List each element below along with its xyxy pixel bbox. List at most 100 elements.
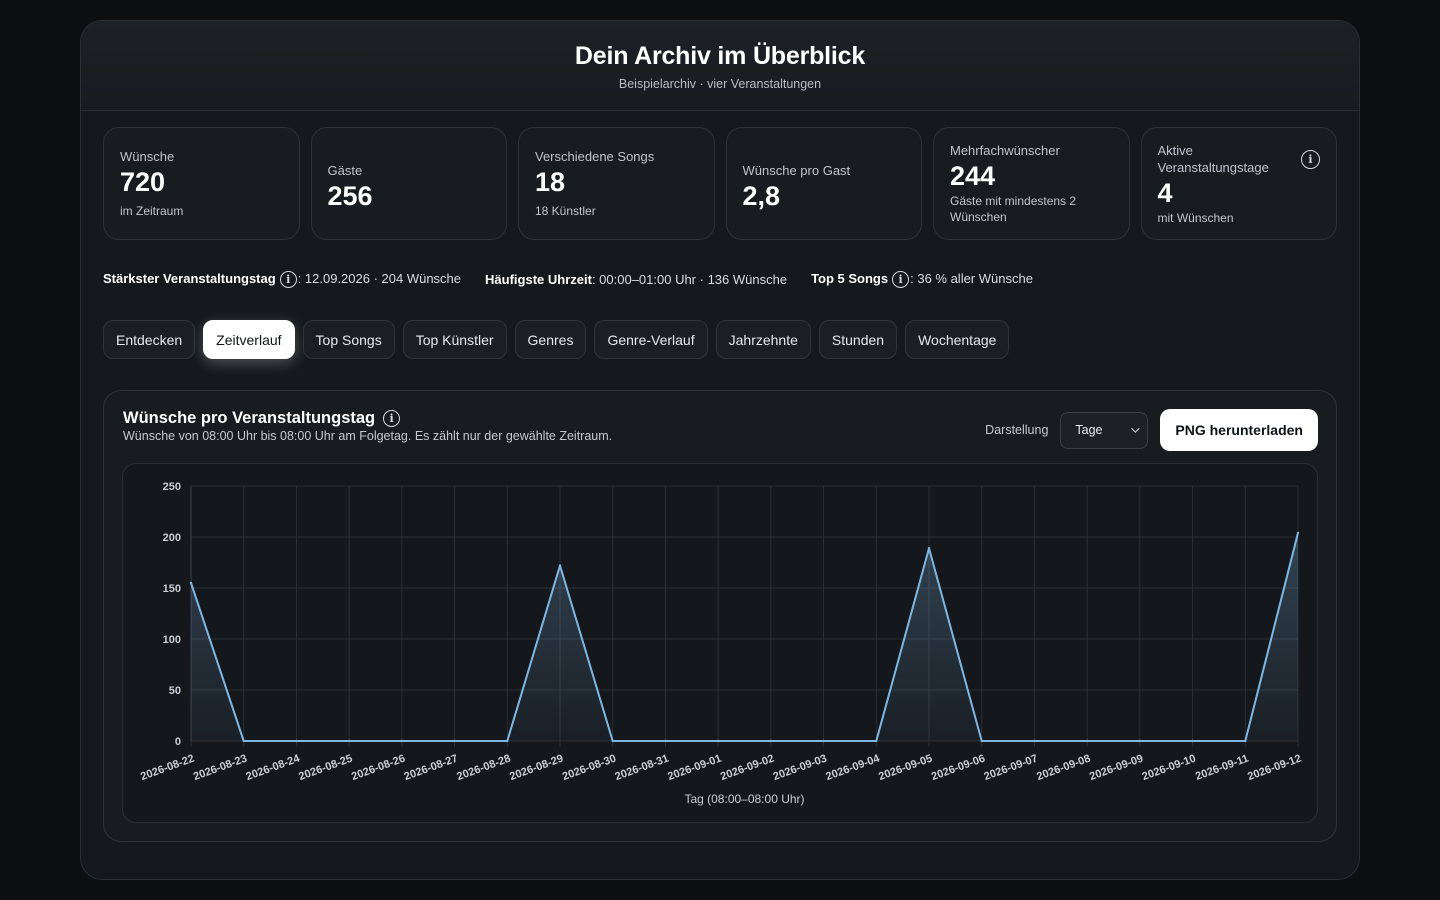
tab-zeitverlauf[interactable]: Zeitverlauf — [203, 320, 295, 359]
series-line — [190, 532, 1299, 742]
stat-card-songs: Verschiedene Songs 18 18 Künstler — [518, 127, 715, 240]
tab-entdecken[interactable]: Entdecken — [103, 320, 196, 359]
x-tick-label: 2026-08-27 — [403, 753, 460, 784]
stat-card-wishes-per-guest: Wünsche pro Gast 2,8 — [725, 127, 922, 240]
stat-card-active-days: Aktive Veranstaltungstage 4 mit Wünschen… — [1140, 127, 1337, 240]
x-tick-label: 2026-09-02 — [719, 753, 776, 784]
x-tick-label: 2026-08-30 — [561, 753, 618, 784]
panel-header: Dein Archiv im Überblick Beispielarchiv … — [81, 21, 1359, 111]
stats-row: Wünsche 720 im Zeitraum Gäste 256 Versch… — [103, 127, 1337, 240]
data-point — [822, 739, 825, 743]
x-tick-label: 2026-09-11 — [1194, 753, 1250, 783]
x-tick-label: 2026-09-09 — [1088, 753, 1145, 784]
chart-description: Wünsche von 08:00 Uhr bis 08:00 Uhr am F… — [123, 429, 613, 443]
stat-value: 720 — [120, 167, 166, 197]
stat-label: Aktive Veranstaltungstage — [1157, 142, 1269, 175]
y-tick-label: 0 — [175, 736, 181, 748]
data-point — [769, 739, 773, 743]
data-point — [1085, 739, 1089, 743]
stat-label: Mehrfachwünscher — [950, 143, 1060, 158]
x-axis-label: Tag (08:00–08:00 Uhr) — [684, 792, 804, 806]
x-tick-label: 2026-09-10 — [1141, 753, 1198, 784]
highlight-top5: Top 5 Songs i: 36 % aller Wünsche — [811, 271, 1033, 289]
data-point — [716, 739, 720, 743]
data-point — [927, 547, 931, 550]
x-tick-label: 2026-08-24 — [244, 752, 302, 783]
chevron-down-icon — [1131, 424, 1141, 433]
highlight-peak-hour: Häufigste Uhrzeit: 00:00–01:00 Uhr · 136… — [485, 272, 787, 287]
x-tick-label: 2026-09-07 — [982, 753, 1039, 784]
data-point — [1138, 739, 1142, 743]
info-icon[interactable]: i — [1301, 150, 1320, 169]
data-point — [611, 739, 614, 743]
data-point — [1296, 531, 1300, 535]
stat-card-guests: Gäste 256 — [310, 127, 507, 240]
tab-bar: Entdecken Zeitverlauf Top Songs Top Küns… — [103, 320, 1010, 359]
stat-card-repeat-wishers: Mehrfachwünscher 244 Gäste mit mindesten… — [933, 127, 1130, 240]
stat-value: 18 — [535, 167, 566, 197]
info-icon[interactable]: i — [279, 271, 297, 289]
data-point — [242, 739, 245, 743]
x-tick-label: 2026-09-03 — [772, 753, 829, 784]
stat-card-wishes: Wünsche 720 im Zeitraum — [103, 127, 300, 240]
page-title: Dein Archiv im Überblick — [574, 42, 866, 70]
tab-stunden[interactable]: Stunden — [818, 320, 898, 359]
view-label: Darstellung — [985, 423, 1049, 437]
tab-top-kuenstler[interactable]: Top Künstler — [402, 320, 507, 359]
download-png-button[interactable]: PNG herunterladen — [1160, 409, 1318, 451]
tab-top-songs[interactable]: Top Songs — [302, 320, 395, 359]
tab-genres[interactable]: Genres — [514, 320, 587, 359]
data-point — [347, 739, 351, 743]
data-point — [295, 739, 298, 743]
stat-label: Gäste — [327, 163, 363, 178]
data-point — [980, 739, 983, 743]
y-tick-label: 250 — [163, 481, 181, 493]
highlight-strongest-day: Stärkster Veranstaltungstag i: 12.09.2026… — [103, 271, 461, 289]
view-select[interactable]: Tage — [1060, 411, 1149, 449]
x-tick-label: 2026-08-28 — [455, 753, 512, 784]
chart-area: 0 50 100 150 200 250 2026-08-22 2026-08-23 2026-… — [122, 463, 1318, 823]
data-point — [1191, 739, 1194, 743]
x-tick-label: 2026-09-12 — [1246, 753, 1303, 784]
stat-value: 2,8 — [742, 181, 781, 211]
chart-title-text: Wünsche pro Veranstaltungstag — [123, 409, 376, 427]
highlight-value: : 36 % aller Wünsche — [910, 271, 1033, 286]
data-point — [1244, 739, 1247, 743]
highlights-row: Stärkster Veranstaltungstag i: 12.09.2026… — [103, 271, 1033, 289]
highlight-label: Top 5 Songs — [811, 271, 889, 286]
y-tick-label: 200 — [163, 532, 181, 544]
series-area — [191, 532, 1298, 741]
data-point — [400, 739, 404, 743]
stat-note: im Zeitraum — [120, 204, 184, 218]
chart-title: Wünsche pro Veranstaltungstag i — [123, 409, 401, 428]
info-icon[interactable]: i — [892, 271, 910, 289]
highlight-value: : 00:00–01:00 Uhr · 136 Wünsche — [591, 272, 788, 288]
x-tick-label: 2026-09-04 — [824, 752, 882, 783]
tab-jahrzehnte[interactable]: Jahrzehnte — [715, 320, 811, 359]
x-tick-label: 2026-09-08 — [1035, 753, 1092, 784]
x-tick-label: 2026-08-22 — [139, 753, 196, 784]
x-tick-label: 2026-09-05 — [877, 753, 934, 784]
stat-label: Verschiedene Songs — [535, 149, 655, 164]
stat-value: 244 — [950, 161, 996, 191]
x-tick-label: 2026-08-31 — [613, 753, 670, 784]
chart-card: Wünsche pro Veranstaltungstag i Wünsche … — [103, 390, 1337, 842]
stat-label: Wünsche — [120, 149, 175, 164]
tab-genre-verlauf[interactable]: Genre-Verlauf — [594, 320, 708, 359]
stat-note: Gäste mit mindestens 2 Wünschen — [950, 194, 1077, 224]
stat-value: 256 — [327, 181, 373, 211]
x-tick-label: 2026-08-26 — [350, 753, 407, 784]
x-tick-label: 2026-09-01 — [666, 753, 723, 784]
page-subtitle: Beispielarchiv · vier Veranstaltungen — [618, 77, 822, 91]
stat-value: 4 — [1157, 177, 1173, 208]
data-point — [558, 564, 562, 567]
x-tick-label: 2026-08-23 — [192, 753, 249, 784]
x-tick-label: 2026-09-06 — [930, 753, 987, 784]
y-tick-label: 100 — [163, 634, 181, 646]
data-point — [506, 739, 509, 743]
x-tick-label: 2026-08-29 — [508, 753, 565, 784]
tab-wochentage[interactable]: Wochentage — [905, 320, 1010, 359]
view-select-value: Tage — [1075, 423, 1103, 437]
info-icon[interactable]: i — [383, 410, 401, 427]
data-point — [875, 739, 878, 743]
